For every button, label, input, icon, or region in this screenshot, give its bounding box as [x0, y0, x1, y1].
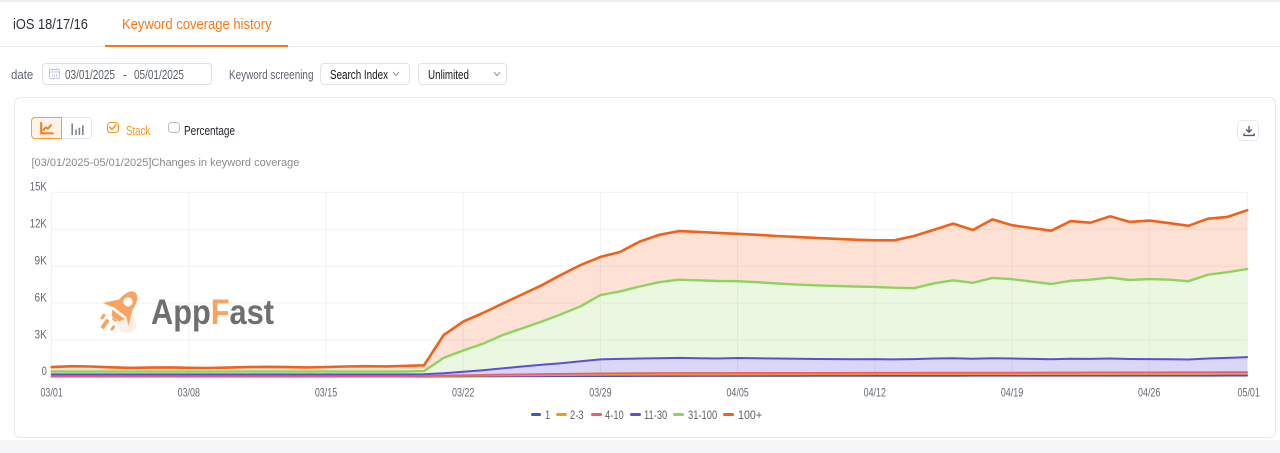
svg-text:0: 0: [42, 364, 47, 378]
svg-text:9K: 9K: [35, 253, 47, 267]
svg-text:03/01: 03/01: [40, 385, 63, 399]
svg-text:03/22: 03/22: [452, 385, 475, 399]
svg-text:05/01: 05/01: [1238, 385, 1261, 399]
svg-text:04/26: 04/26: [1138, 385, 1161, 399]
svg-text:12K: 12K: [30, 216, 47, 230]
svg-text:6K: 6K: [35, 290, 47, 304]
svg-text:04/05: 04/05: [726, 385, 749, 399]
svg-text:3K: 3K: [35, 327, 47, 341]
svg-text:03/08: 03/08: [178, 385, 201, 399]
svg-text:04/19: 04/19: [1001, 385, 1024, 399]
svg-text:03/29: 03/29: [589, 385, 612, 399]
svg-text:03/15: 03/15: [315, 385, 338, 399]
svg-text:AppFast: AppFast: [151, 293, 274, 332]
svg-text:15K: 15K: [30, 180, 47, 194]
svg-text:04/12: 04/12: [864, 385, 887, 399]
